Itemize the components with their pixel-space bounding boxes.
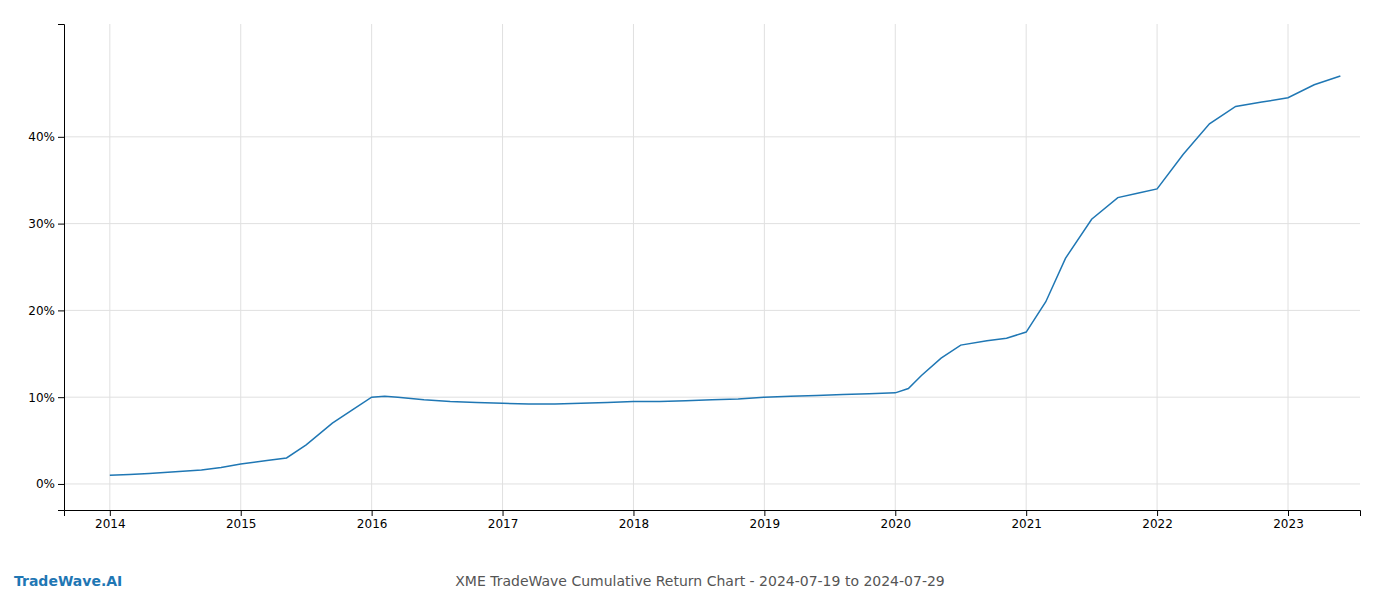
y-tick-label: 10% xyxy=(28,391,55,405)
x-tick-mark xyxy=(633,510,634,516)
y-tick-mark xyxy=(58,484,64,485)
x-tick-label: 2018 xyxy=(619,517,650,531)
x-tick-mark xyxy=(1157,510,1158,516)
x-tick-label: 2023 xyxy=(1273,517,1304,531)
x-tick: 2017 xyxy=(488,510,519,531)
grid-line-x xyxy=(895,24,896,510)
x-tick: 2023 xyxy=(1273,510,1304,531)
grid-line-x xyxy=(371,24,372,510)
x-tick-mark xyxy=(895,510,896,516)
y-tick-mark xyxy=(58,310,64,311)
x-tick: 2015 xyxy=(226,510,257,531)
x-tick-label: 2016 xyxy=(357,517,388,531)
grid-line-x xyxy=(633,24,634,510)
grid-line-x xyxy=(764,24,765,510)
x-tick-label: 2017 xyxy=(488,517,519,531)
title: XME TradeWave Cumulative Return Chart - … xyxy=(455,573,945,589)
x-tick-label: 2014 xyxy=(95,517,126,531)
x-tick: 2021 xyxy=(1011,510,1042,531)
x-tick: 2018 xyxy=(619,510,650,531)
x-tick-mark xyxy=(241,510,242,516)
x-tick: 2016 xyxy=(357,510,388,531)
grid-line-x xyxy=(240,24,241,510)
x-tick-mark xyxy=(1288,510,1289,516)
x-tick: 2022 xyxy=(1142,510,1173,531)
x-tick-label: 2019 xyxy=(750,517,781,531)
y-tick: 10% xyxy=(28,391,64,405)
chart: 2014 2015 2016 2017 2018 2019 2020 2021 2022 2023… xyxy=(0,0,1400,600)
grid-line-y xyxy=(64,310,1360,311)
x-tick-mark xyxy=(764,510,765,516)
x-tick-label: 2021 xyxy=(1011,517,1042,531)
x-tick-label: 2022 xyxy=(1142,517,1173,531)
x-tick-mark xyxy=(110,510,111,516)
grid-line-y xyxy=(64,483,1360,484)
x-axis: 2014 2015 2016 2017 2018 2019 2020 2021 2022 2023 xyxy=(65,510,1361,531)
grid-line-x xyxy=(1157,24,1158,510)
x-tick-label: 2020 xyxy=(880,517,911,531)
y-axis: 0% 10% 20% 30% 40% xyxy=(28,25,64,511)
y-tick: 40% xyxy=(28,130,64,144)
grid-line-x xyxy=(502,24,503,510)
y-tick-label: 20% xyxy=(28,304,55,318)
y-tick: 30% xyxy=(28,217,64,231)
y-tick-label: 0% xyxy=(36,477,55,491)
x-tick: 2020 xyxy=(880,510,911,531)
grid-line-y xyxy=(64,223,1360,224)
y-tick-mark xyxy=(58,137,64,138)
x-tick-mark xyxy=(503,510,504,516)
grid-line-y xyxy=(64,136,1360,137)
x-tick-label: 2015 xyxy=(226,517,257,531)
grid-line-x xyxy=(1026,24,1027,510)
y-tick-mark xyxy=(58,224,64,225)
grid-line-x xyxy=(109,24,110,510)
x-tick-mark xyxy=(1026,510,1027,516)
watermark: TradeWave.AI xyxy=(14,573,122,589)
y-tick-label: 30% xyxy=(28,217,55,231)
grid-line-y xyxy=(64,397,1360,398)
y-tick: 20% xyxy=(28,304,64,318)
grid xyxy=(64,24,1360,510)
x-tick: 2014 xyxy=(95,510,126,531)
x-tick-mark xyxy=(372,510,373,516)
series xyxy=(110,76,1341,475)
y-tick-mark xyxy=(58,397,64,398)
y-axis-line xyxy=(58,25,65,511)
y-tick-label: 40% xyxy=(28,130,55,144)
plot: 2014 2015 2016 2017 2018 2019 2020 2021 2022 2023… xyxy=(28,24,1360,531)
x-axis-line xyxy=(65,511,1361,517)
line xyxy=(110,76,1341,475)
x-tick: 2019 xyxy=(750,510,781,531)
y-tick: 0% xyxy=(36,477,64,491)
